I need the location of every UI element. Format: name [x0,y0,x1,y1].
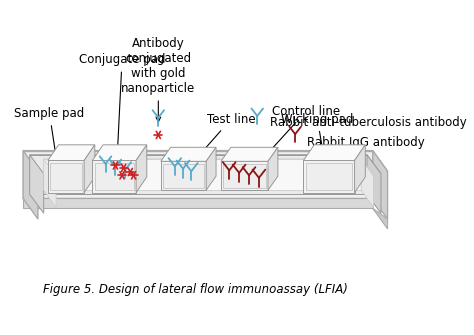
Polygon shape [44,159,374,176]
Polygon shape [373,151,388,219]
Polygon shape [23,151,373,198]
Text: Control line: Control line [246,105,340,177]
Text: Test line: Test line [184,113,255,172]
Polygon shape [136,145,147,193]
Polygon shape [23,151,38,219]
Text: Rabbit IgG antibody: Rabbit IgG antibody [307,136,425,149]
Polygon shape [373,208,388,229]
Polygon shape [221,161,268,190]
Polygon shape [44,159,361,190]
Polygon shape [161,161,206,190]
Polygon shape [30,155,44,213]
Text: Wicking pad: Wicking pad [281,113,354,189]
Polygon shape [367,155,381,213]
Polygon shape [30,155,367,194]
Polygon shape [223,164,265,188]
Polygon shape [355,145,365,193]
Polygon shape [303,145,365,160]
Polygon shape [95,163,134,190]
Polygon shape [268,147,278,190]
Polygon shape [161,147,216,161]
Text: Antibody
conjugated
with gold
nanoparticle: Antibody conjugated with gold nanopartic… [121,37,195,122]
Polygon shape [23,151,388,171]
Polygon shape [30,155,381,174]
Polygon shape [163,164,204,188]
Polygon shape [361,159,374,207]
Text: Conjugate pad: Conjugate pad [79,54,165,155]
Text: Rabbit anti-tuberculosis antibody: Rabbit anti-tuberculosis antibody [271,116,467,129]
Polygon shape [44,159,56,207]
Polygon shape [306,163,352,190]
Polygon shape [48,145,95,160]
Polygon shape [23,198,373,208]
Text: Sample pad: Sample pad [14,107,84,190]
Polygon shape [84,145,95,193]
Polygon shape [206,147,216,190]
Polygon shape [303,160,355,193]
Text: Figure 5. Design of lateral flow immunoassay (LFIA): Figure 5. Design of lateral flow immunoa… [43,283,348,296]
Polygon shape [221,147,278,161]
Polygon shape [92,145,147,160]
Polygon shape [50,163,82,190]
Polygon shape [48,160,84,193]
Polygon shape [92,160,136,193]
